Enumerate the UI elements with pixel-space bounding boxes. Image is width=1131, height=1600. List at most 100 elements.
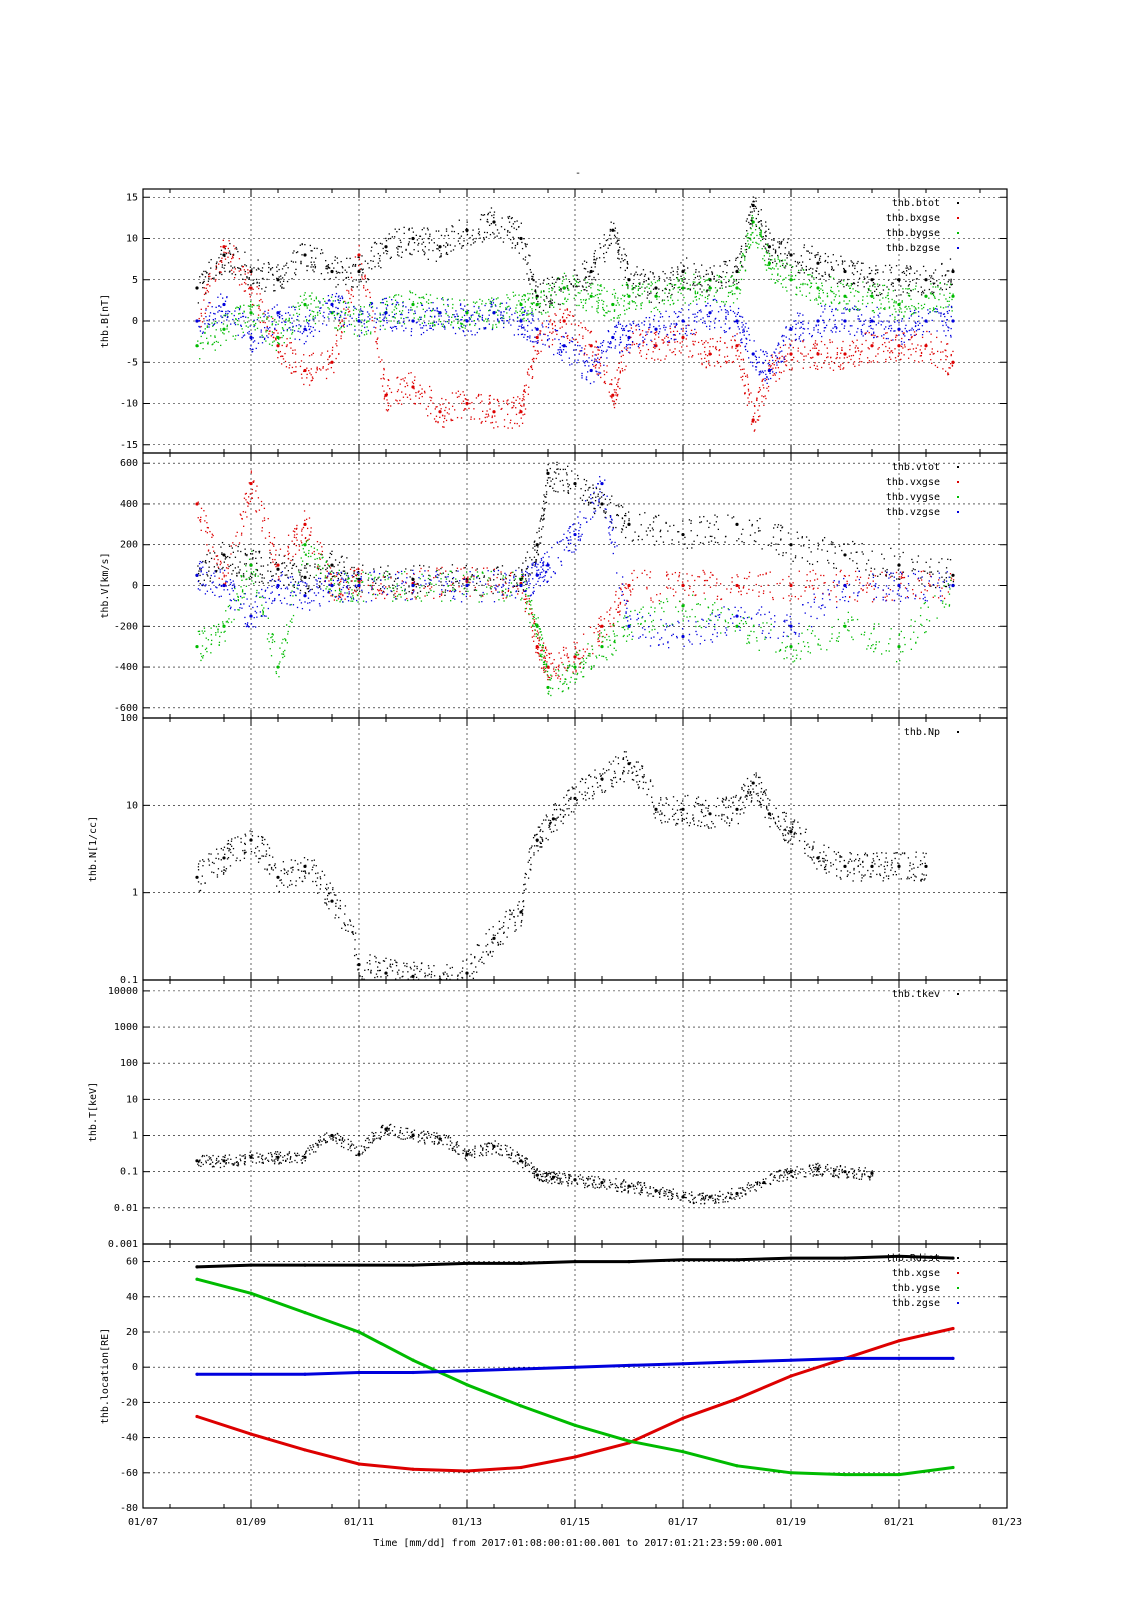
data-dot — [218, 305, 220, 307]
data-dot — [548, 288, 550, 290]
data-dot — [382, 314, 384, 316]
data-dot — [342, 301, 345, 304]
data-dot — [587, 271, 589, 273]
data-dot — [268, 315, 270, 317]
data-dot — [818, 296, 820, 299]
data-dot — [622, 328, 625, 330]
data-dot — [726, 264, 728, 267]
data-dot — [588, 298, 590, 300]
data-dot — [757, 213, 759, 216]
data-dot — [462, 330, 464, 332]
data-dot — [424, 246, 426, 248]
series-thb.btot — [195, 196, 955, 313]
data-dot — [378, 257, 381, 260]
data-dot — [434, 324, 436, 326]
data-dot — [526, 371, 529, 373]
data-dot — [548, 338, 550, 340]
data-dot — [800, 321, 803, 324]
data-dot — [738, 281, 740, 284]
data-dot — [377, 252, 379, 255]
data-dot — [483, 231, 486, 234]
data-dot — [445, 320, 447, 323]
data-dot — [890, 266, 893, 269]
data-dot — [644, 273, 647, 276]
data-dot — [783, 340, 785, 342]
data-dot — [490, 222, 493, 225]
data-dot — [277, 332, 279, 334]
data-dot — [206, 284, 208, 286]
data-dot — [814, 342, 816, 344]
data-dot — [292, 261, 294, 263]
data-dot — [232, 254, 234, 256]
data-dot — [832, 314, 835, 317]
data-dot — [604, 244, 606, 246]
data-dot — [657, 333, 660, 335]
data-dot — [229, 252, 231, 254]
data-dot — [731, 275, 733, 277]
data-dot — [391, 330, 394, 332]
data-dot — [597, 311, 599, 314]
data-dot — [212, 324, 215, 326]
data-dot — [819, 332, 821, 335]
data-dot — [218, 309, 220, 312]
data-dot — [626, 262, 629, 264]
data-dot — [818, 289, 821, 292]
data-dot — [617, 315, 620, 317]
data-dot — [578, 353, 580, 355]
data-dot — [255, 322, 257, 325]
data-dot — [824, 259, 827, 262]
data-dot — [857, 281, 859, 283]
data-dot — [273, 340, 275, 342]
data-dot — [514, 221, 516, 223]
data-dot — [675, 338, 677, 341]
data-dot — [742, 252, 744, 255]
data-dot — [496, 235, 498, 237]
data-dot — [599, 365, 602, 367]
data-dot — [649, 324, 651, 326]
data-dot — [583, 348, 586, 350]
data-dot — [850, 285, 852, 287]
data-dot — [531, 308, 533, 310]
data-dot — [593, 252, 595, 255]
data-dot — [932, 282, 934, 284]
data-dot — [392, 302, 394, 305]
data-dot — [671, 283, 673, 286]
data-dot — [828, 273, 830, 276]
data-dot — [521, 422, 524, 424]
data-dot — [244, 279, 247, 281]
data-dot — [521, 241, 523, 244]
data-dot — [809, 357, 812, 359]
data-dot — [220, 306, 222, 308]
data-dot — [295, 366, 297, 368]
data-dot — [486, 220, 488, 223]
data-dot — [887, 292, 889, 294]
data-dot — [581, 263, 584, 265]
data-dot — [529, 283, 531, 285]
data-dot — [857, 308, 859, 310]
data-dot — [215, 329, 217, 331]
data-dot — [654, 281, 657, 284]
data-dot — [664, 292, 666, 294]
data-dot — [433, 418, 436, 420]
data-dot — [902, 333, 905, 336]
data-dot — [545, 304, 547, 306]
data-dot — [320, 307, 322, 309]
data-dot — [774, 252, 777, 254]
data-dot — [689, 289, 691, 291]
data-dot — [853, 361, 856, 363]
data-dot — [452, 249, 455, 251]
data-dot — [389, 387, 391, 390]
data-dot — [661, 339, 663, 341]
data-dot — [303, 343, 305, 345]
data-dot — [756, 419, 759, 421]
data-dot — [809, 366, 811, 369]
data-dot — [440, 408, 442, 410]
data-dot — [379, 312, 381, 314]
data-dot — [608, 391, 610, 393]
data-dot — [684, 272, 687, 274]
data-dot — [654, 347, 656, 349]
data-dot — [746, 338, 748, 340]
data-dot — [705, 290, 708, 292]
data-dot — [460, 319, 462, 321]
data-dot — [267, 309, 270, 311]
